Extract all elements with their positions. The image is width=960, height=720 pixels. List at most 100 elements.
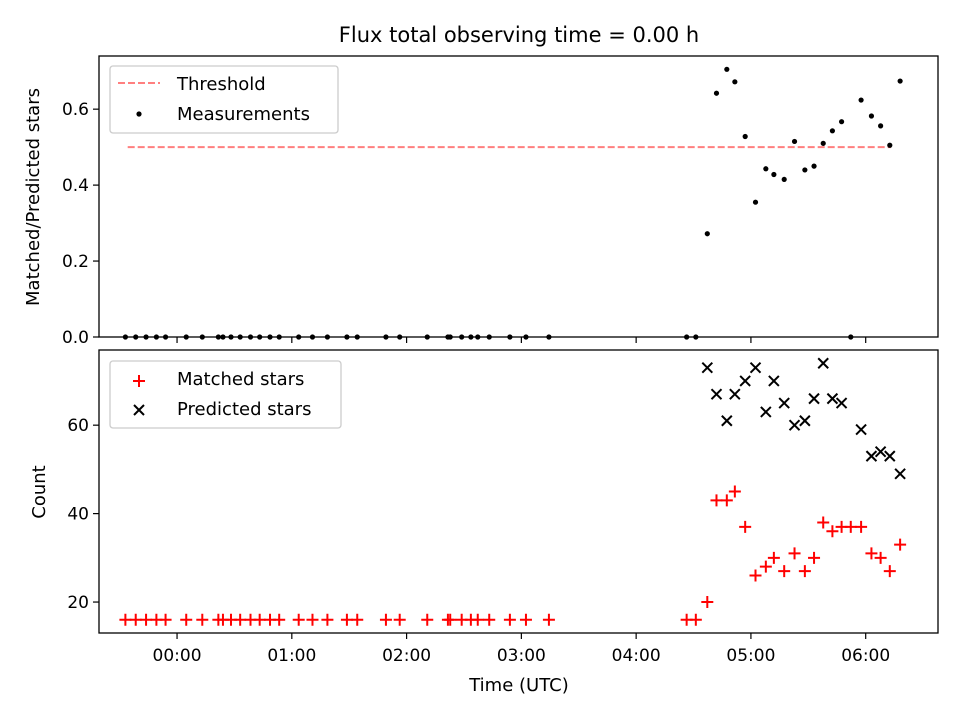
legend-threshold-label: Threshold (176, 74, 266, 95)
matched-star-point (253, 613, 266, 626)
flux-ratio-legend-box (109, 65, 339, 134)
flux-ytick-label: 0.6 (62, 100, 89, 120)
legend-matched-swatch (133, 375, 145, 387)
matched-star-point (379, 613, 392, 626)
matched-star-point (701, 596, 714, 609)
count-xtick-label: 04:00 (612, 646, 661, 666)
legend-measurements-swatch (136, 111, 142, 117)
predicted-star-point (808, 392, 820, 405)
matched-star-point (767, 551, 780, 564)
star-count-ylabel: Count (29, 465, 50, 518)
matched-star-point (340, 613, 353, 626)
flux-ratio-panel: 0.0 0.2 0.4 0.6 Matched/Predicted stars Thr… (23, 55, 939, 348)
predicted-star-point (884, 450, 896, 462)
predicted-star-point (701, 361, 714, 374)
predicted-star-point (749, 361, 762, 374)
matched-star-point (894, 538, 907, 551)
star-count-axes-frame (98, 349, 939, 634)
predicted-star-point (760, 406, 772, 418)
matched-star-point (844, 520, 857, 533)
predicted-star-point (835, 397, 848, 409)
measurement-point (713, 90, 720, 96)
measurement-point (868, 113, 875, 119)
predicted-star-point (729, 388, 741, 400)
star-count-xlabel: Time (UTC) (468, 675, 569, 696)
flux-ytick-label: 0.4 (62, 176, 89, 196)
matched-star-point (306, 613, 319, 626)
matched-star-point (826, 525, 839, 538)
predicted-star-point (855, 423, 867, 436)
predicted-star-point (778, 397, 790, 409)
measurement-point (829, 128, 836, 134)
star-count-legend: Matched stars Predicted stars (109, 360, 342, 429)
matched-star-point (689, 613, 702, 626)
count-ytick-label: 20 (67, 593, 89, 613)
matched-star-point (519, 613, 532, 626)
count-xtick-label: 05:00 (726, 646, 775, 666)
matched-star-point (292, 613, 305, 626)
measurement-point (820, 140, 826, 146)
predicted-star-point (799, 415, 811, 427)
matched-star-point (140, 613, 153, 626)
matched-star-point (503, 613, 516, 626)
count-xtick-label: 06:00 (841, 646, 890, 666)
measurement-point (811, 163, 817, 169)
matched-star-point (865, 547, 878, 560)
matched-star-point (351, 613, 364, 626)
measurement-point (878, 123, 884, 129)
matched-star-point (180, 613, 193, 626)
measurement-point (838, 119, 845, 125)
matched-star-point (159, 613, 172, 626)
predicted-star-point (894, 468, 906, 480)
legend-measurements-label: Measurements (177, 104, 310, 125)
count-xtick-label: 02:00 (382, 646, 431, 666)
star-count-panel: 20 40 60 00:00 01:00 02:00 03:00 04:00 05:00 06:0… (29, 349, 939, 696)
matched-star-point (759, 560, 772, 573)
matched-star-point (196, 613, 209, 626)
predicted-star-point (721, 415, 733, 427)
flux-ratio-legend: Threshold Measurements (109, 65, 339, 134)
count-xtick-label: 03:00 (497, 646, 546, 666)
matched-star-point (798, 565, 811, 578)
matched-star-point (883, 565, 896, 578)
measurement-point (724, 66, 730, 72)
predicted-star-point (826, 392, 839, 405)
matched-star-point (421, 613, 434, 626)
predicted-star-point (865, 450, 878, 462)
legend-matched-label: Matched stars (177, 369, 304, 390)
matched-star-point (321, 613, 334, 626)
flux-ytick-label: 0.2 (62, 252, 89, 272)
matched-star-point (444, 613, 457, 626)
matched-star-point (739, 520, 752, 533)
measurement-point (791, 138, 798, 145)
count-xtick-label: 00:00 (153, 646, 202, 666)
matched-star-point (808, 551, 821, 564)
matched-star-point (749, 569, 762, 582)
flux-ytick-label: 0.0 (62, 328, 89, 348)
predicted-star-point (817, 357, 829, 369)
flux-ratio-ylabel: Matched/Predicted stars (23, 88, 44, 306)
matched-star-point (542, 613, 555, 626)
legend-predicted-label: Predicted stars (177, 399, 311, 420)
measurement-point (802, 167, 808, 173)
measurement-point (858, 97, 864, 103)
legend-predicted-swatch (133, 404, 145, 416)
predicted-star-point (768, 375, 780, 387)
count-xtick-label: 01:00 (267, 646, 316, 666)
measurement-point (887, 142, 893, 148)
measurement-point (752, 199, 759, 205)
star-count-legend-box (109, 360, 342, 429)
measurement-point (771, 171, 777, 178)
predicted-star-point (739, 375, 751, 387)
measurement-point (897, 78, 903, 84)
matched-star-point (234, 613, 247, 626)
predicted-star-point (710, 388, 723, 400)
matched-star-point (720, 494, 733, 507)
measurement-point (704, 231, 710, 237)
flux-ratio-axes-frame (98, 55, 939, 338)
matched-star-point (855, 520, 868, 533)
measurement-point (732, 79, 738, 85)
matched-star-point (778, 565, 791, 578)
measurement-point (742, 133, 748, 140)
